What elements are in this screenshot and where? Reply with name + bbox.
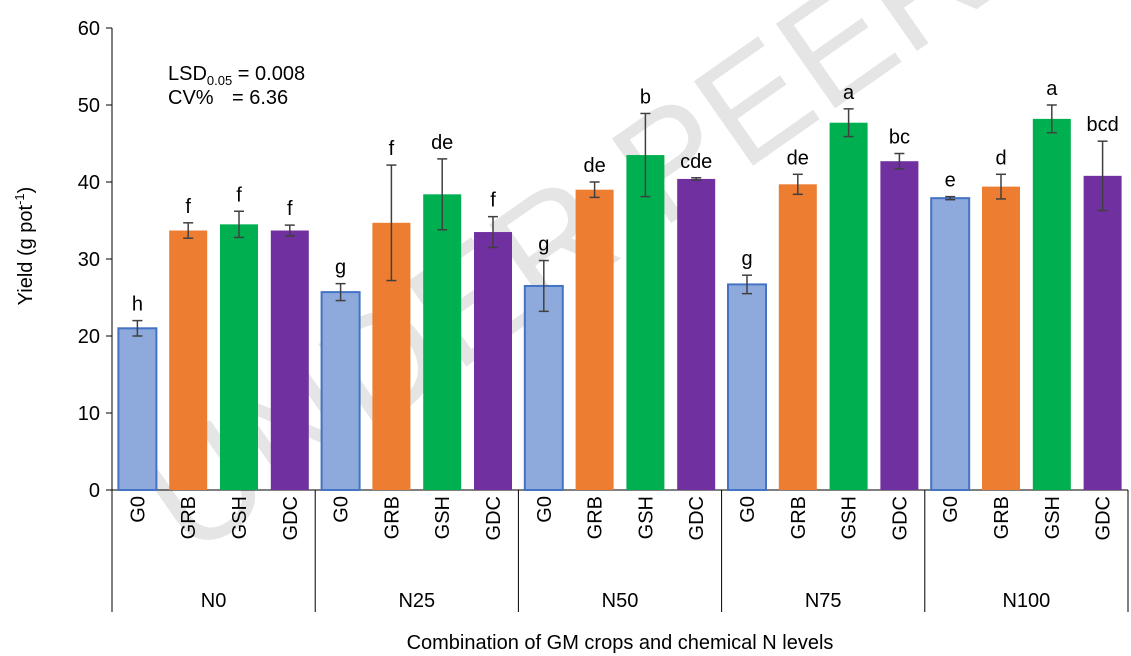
significance-letter: de [787,147,809,169]
y-tick-label: 20 [78,326,100,348]
y-axis-title-end: ) [15,187,37,194]
lsd-prefix: LSD [168,63,207,85]
y-tick-label: 60 [78,18,100,40]
stats-annotation: LSD0.05 = 0.008 CV% = 6.36 [168,63,305,109]
lsd-subscript: 0.05 [207,73,232,88]
y-tick-label: 30 [78,249,100,271]
bar-n100-g0 [930,197,971,491]
cv-label: CV% [168,87,214,109]
lsd-annotation: LSD0.05 = 0.008 [168,63,305,88]
significance-letter: f [287,198,293,220]
x-category-label: GSH [432,496,454,539]
y-tick-label: 0 [89,480,100,502]
cv-value: = 6.36 [232,87,288,109]
significance-letter: g [335,257,346,279]
group-label-n50: N50 [602,590,639,612]
bar-n0-g0 [117,327,158,491]
bar-n50-g0 [523,284,564,492]
significance-letter: cde [680,151,712,173]
bar-n0-gdc [270,230,309,490]
significance-letter: bcd [1086,114,1118,136]
x-category-label: G0 [940,496,962,523]
x-category-label: GDC [686,496,708,540]
x-category-label: GDC [1093,496,1115,540]
x-category-label: GRB [991,496,1013,539]
significance-letter: b [640,86,651,108]
plot-area: 0 10 20 30 40 50 60 N0 N25 N50 N75 N100 h G0 f GRB f GSH f… [78,18,1129,612]
bar-n25-gdc [474,232,512,491]
x-category-label: GDC [483,496,505,540]
significance-letter: g [741,248,752,270]
bar-n100-gsh [1032,118,1071,491]
bar-n50-gsh [626,155,665,491]
x-category-label: GSH [229,496,251,539]
bar-n100-grb [982,186,1020,490]
significance-letter: de [583,155,605,177]
y-axis-title: Yield (g pot-1) [12,187,37,306]
significance-letter: f [389,138,395,160]
bar-n75-gdc [880,161,919,490]
x-category-label: G0 [534,496,556,523]
bar-n75-g0 [727,283,767,491]
x-category-label: G0 [127,496,149,523]
bar-n0-gsh [220,224,258,490]
bar-n75-gsh [829,122,868,491]
significance-letter: a [1046,78,1058,100]
x-category-label: GSH [839,496,861,539]
x-category-label: GDC [280,496,302,540]
bar-n25-gsh [423,194,462,490]
bar-n75-grb [778,184,817,490]
bar-n25-g0 [320,291,361,491]
bar-n50-gdc [677,178,716,491]
significance-letter: f [490,190,496,212]
bar-n50-grb [575,189,614,490]
significance-letter: de [431,132,453,154]
significance-letter: h [132,294,143,316]
x-category-label: GRB [381,496,403,539]
bar-n0-grb [169,230,208,490]
y-tick-label: 40 [78,172,100,194]
y-axis-title-sup: -1 [12,193,27,205]
significance-letter: g [538,234,549,256]
y-tick-label: 50 [78,95,100,117]
significance-letter: f [236,184,242,206]
x-category-label: GRB [788,496,810,539]
x-category-label: G0 [737,496,759,523]
significance-letter: a [843,82,855,104]
significance-letter: e [945,170,956,192]
lsd-value: = 0.008 [232,63,305,85]
significance-letter: d [995,147,1006,169]
group-label-n25: N25 [398,590,435,612]
group-label-n100: N100 [1002,590,1050,612]
x-category-label: GRB [178,496,200,539]
bar-n100-gdc [1083,175,1122,490]
y-axis-title-main: Yield (g pot [15,204,37,305]
significance-letter: bc [889,127,910,149]
x-category-label: GSH [635,496,657,539]
x-category-label: GDC [889,496,911,540]
group-label-n75: N75 [805,590,842,612]
significance-letter: f [185,196,191,218]
x-category-label: GRB [585,496,607,539]
group-label-n0: N0 [201,590,227,612]
x-category-label: GSH [1042,496,1064,539]
y-tick-label: 10 [78,403,100,425]
x-category-label: G0 [331,496,353,523]
x-axis-title: Combination of GM crops and chemical N l… [407,632,834,654]
